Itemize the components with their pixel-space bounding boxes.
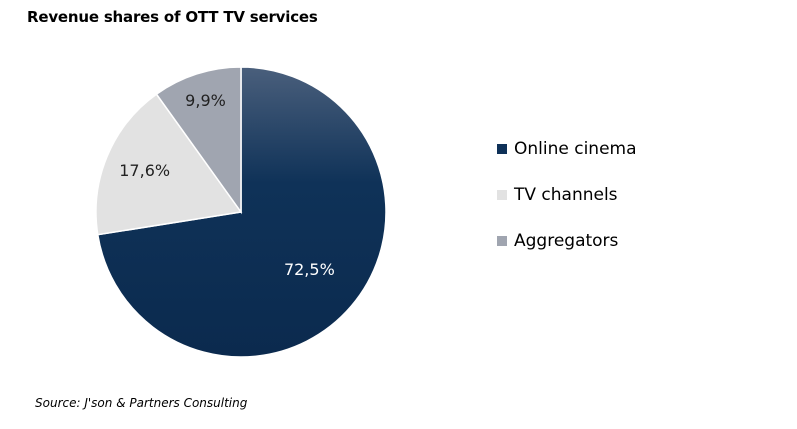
legend-swatch-online-cinema <box>497 144 507 154</box>
legend-label-aggregators: Aggregators <box>514 231 619 251</box>
legend-item-online-cinema: Online cinema <box>497 137 637 161</box>
legend-item-tv-channels: TV channels <box>497 183 637 207</box>
pie-slice-aggregators <box>155 66 242 215</box>
chart-title: Revenue shares of OTT TV services <box>27 8 318 26</box>
legend: Online cinema TV channels Aggregators <box>497 137 637 275</box>
pie-slices <box>95 66 387 358</box>
pie-data-labels: 72,5% 17,6% 9,9% <box>119 91 335 279</box>
legend-swatch-tv-channels <box>497 190 507 200</box>
legend-item-aggregators: Aggregators <box>497 229 637 253</box>
source-note: Source: J'son & Partners Consulting <box>35 396 248 410</box>
data-label-aggregators: 9,9% <box>185 91 226 110</box>
legend-swatch-aggregators <box>497 236 507 246</box>
legend-label-tv-channels: TV channels <box>514 185 618 205</box>
data-label-online-cinema: 72,5% <box>284 260 335 279</box>
pie-slice-tv-channels <box>95 93 243 236</box>
legend-label-online-cinema: Online cinema <box>514 139 637 159</box>
data-label-tv-channels: 17,6% <box>119 161 170 180</box>
